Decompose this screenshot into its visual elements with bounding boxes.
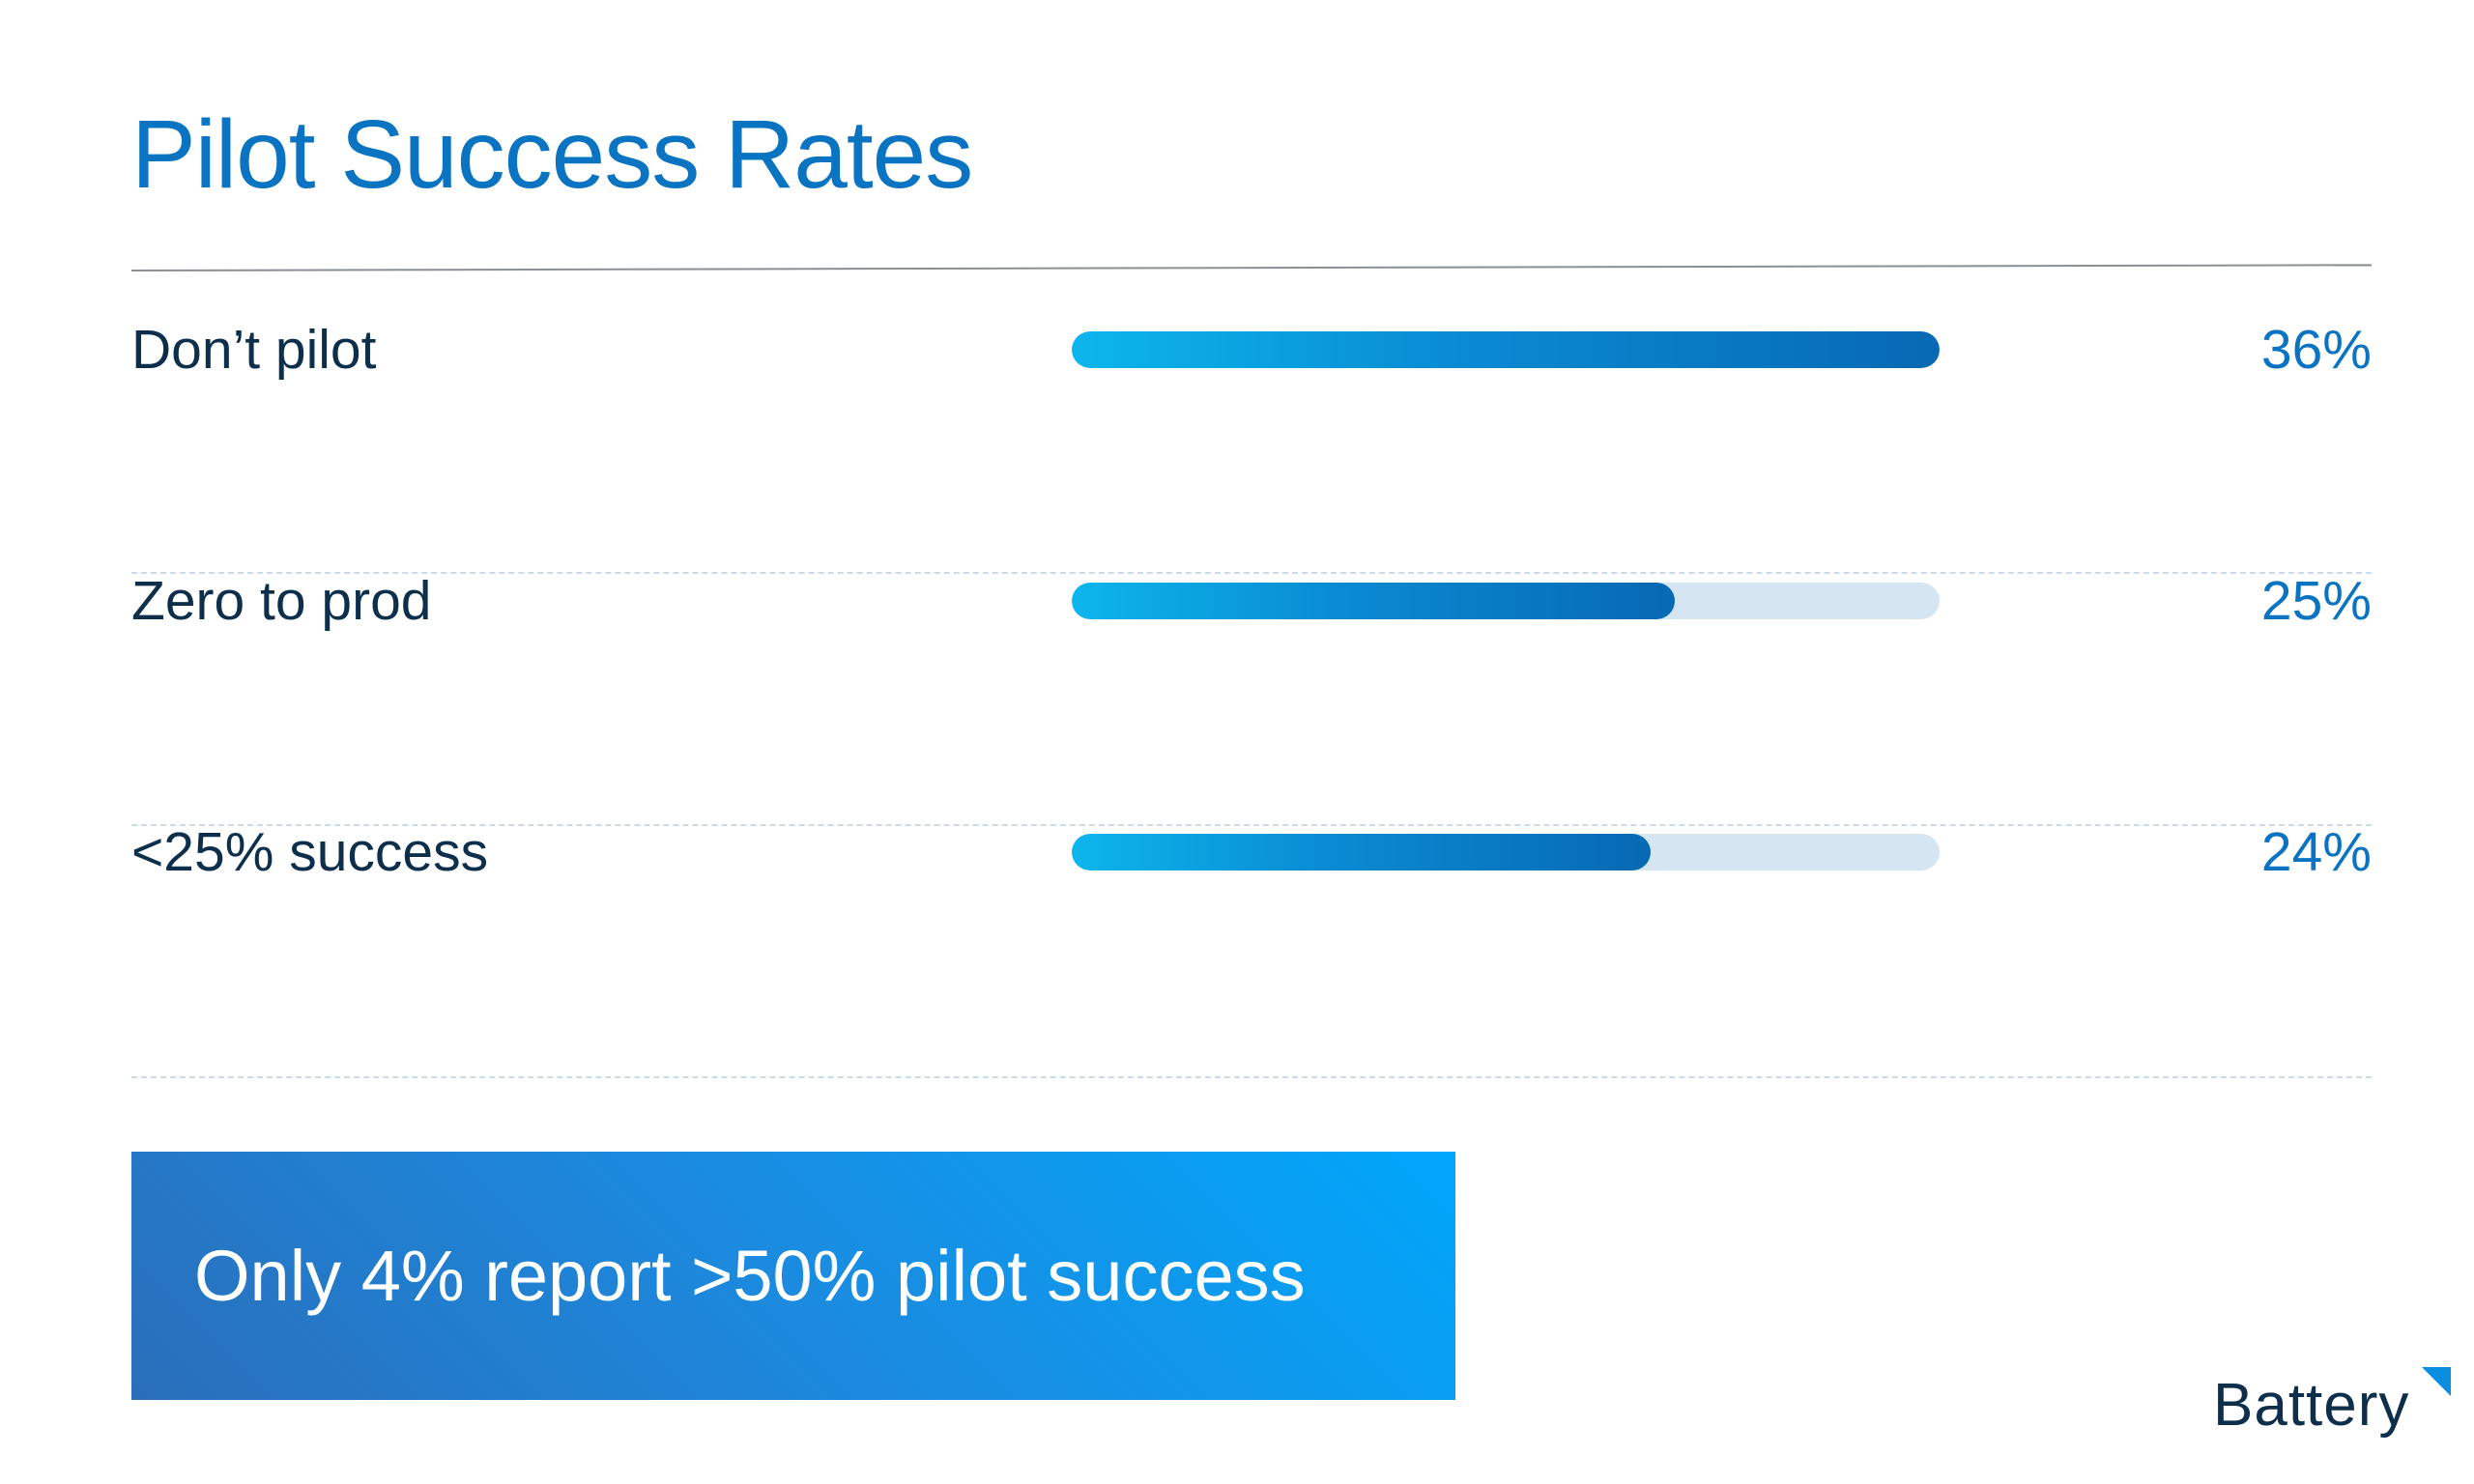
row-divider	[131, 572, 2372, 574]
row-divider	[131, 1076, 2372, 1078]
bar-row-dont-pilot: Don’t pilot 36%	[131, 272, 2372, 427]
bar-track	[1072, 834, 1940, 870]
logo-corner-mark-icon	[2422, 1367, 2451, 1396]
chart-title: Pilot Success Rates	[131, 100, 973, 209]
logo-wordmark: Battery	[2213, 1372, 2410, 1439]
bar-value-label: 24%	[2260, 821, 2372, 883]
bar-row-zero-to-prod: Zero to prod 25%	[131, 524, 2372, 678]
bar-track	[1072, 583, 1940, 619]
bar-label: <25% success	[131, 821, 489, 883]
bar-label: Don’t pilot	[131, 319, 377, 381]
row-divider	[131, 824, 2372, 826]
bar-fill	[1072, 834, 1651, 870]
bar-value-label: 25%	[2260, 570, 2372, 632]
bar-track	[1072, 331, 1940, 368]
bar-row-under-25-success: <25% success 24%	[131, 775, 2372, 929]
title-rule	[130, 264, 2372, 271]
bar-value-label: 36%	[2260, 319, 2372, 381]
battery-logo: Battery	[2213, 1357, 2455, 1454]
bar-label: Zero to prod	[131, 570, 432, 632]
callout-banner: Only 4% report >50% pilot success	[131, 1152, 1455, 1400]
callout-text: Only 4% report >50% pilot success	[194, 1236, 1306, 1316]
bar-fill	[1072, 583, 1675, 619]
bar-fill	[1072, 331, 1940, 368]
